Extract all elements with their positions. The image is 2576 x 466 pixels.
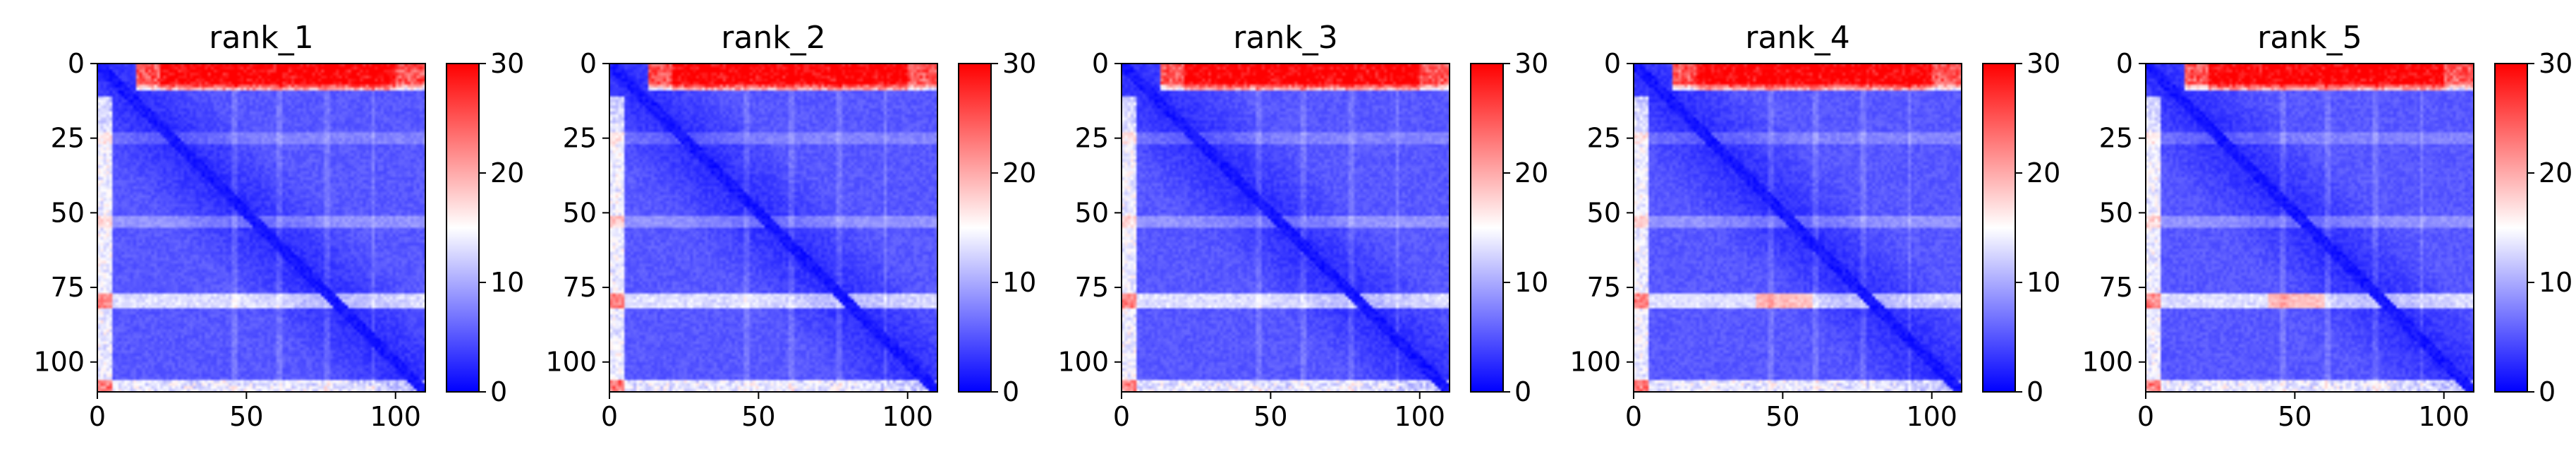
x-tick-label: 100 [882, 401, 933, 432]
colorbar-tick-label: 20 [1002, 157, 1036, 189]
colorbar-tick-label: 0 [2027, 376, 2043, 407]
colorbar-tick-label: 10 [490, 267, 524, 298]
x-tick-label: 0 [1625, 401, 1642, 432]
colorbar-tick-label: 20 [1514, 157, 1548, 189]
colorbar [959, 64, 991, 392]
heatmap-cells [609, 64, 937, 392]
y-tick-label: 0 [68, 48, 85, 79]
colorbar-frame [1470, 63, 1504, 393]
x-tick-label: 50 [1253, 401, 1287, 432]
axes-frame [1121, 63, 1450, 393]
y-tick-label: 0 [580, 48, 597, 79]
colorbar-tick-label: 30 [2027, 48, 2060, 79]
y-tick-label: 75 [51, 272, 85, 303]
colorbar-tick-label: 0 [2539, 376, 2556, 407]
colorbar-tick-label: 10 [2539, 267, 2572, 298]
colorbar-frame [958, 63, 992, 393]
x-tick-label: 100 [370, 401, 421, 432]
x-tick-label: 50 [229, 401, 263, 432]
y-tick-label: 100 [545, 347, 597, 378]
y-tick-label: 25 [1587, 123, 1621, 154]
y-tick-label: 25 [2099, 123, 2133, 154]
heatmap-cells [97, 64, 425, 392]
y-tick-label: 75 [2099, 272, 2133, 303]
colorbar-tick-label: 0 [490, 376, 507, 407]
panel-title: rank_1 [209, 20, 313, 56]
colorbar-tick-label: 10 [2027, 267, 2060, 298]
colorbar-tick-label: 30 [2539, 48, 2572, 79]
colorbar-frame [2494, 63, 2528, 393]
y-tick-label: 0 [1092, 48, 1109, 79]
colorbar-frame [446, 63, 480, 393]
y-tick-label: 100 [1569, 347, 1621, 378]
colorbar-tick-label: 20 [2027, 157, 2060, 189]
colorbar-tick-label: 30 [1514, 48, 1548, 79]
y-tick-label: 100 [33, 347, 85, 378]
y-tick-label: 25 [51, 123, 85, 154]
colorbar-tick-label: 0 [1514, 376, 1531, 407]
y-tick-label: 25 [1075, 123, 1109, 154]
y-tick-label: 50 [1587, 197, 1621, 228]
x-tick-label: 50 [1766, 401, 1799, 432]
panel-title: rank_4 [1745, 20, 1849, 56]
heatmap-cells [1634, 64, 1962, 392]
colorbar [446, 64, 479, 392]
colorbar-tick-label: 30 [490, 48, 524, 79]
y-tick-label: 100 [2082, 347, 2133, 378]
axes-frame [97, 63, 426, 393]
x-tick-label: 50 [2278, 401, 2311, 432]
panel-title: rank_5 [2257, 20, 2362, 56]
colorbar-tick-label: 10 [1002, 267, 1036, 298]
y-tick-label: 50 [1075, 197, 1109, 228]
y-tick-label: 100 [1057, 347, 1109, 378]
panel-title: rank_3 [1233, 20, 1337, 56]
x-tick-label: 0 [2137, 401, 2154, 432]
axes-frame [609, 63, 938, 393]
x-tick-label: 100 [1906, 401, 1957, 432]
axes-frame [1633, 63, 1962, 393]
heatmap-cells [1122, 64, 1450, 392]
x-tick-label: 100 [2418, 401, 2469, 432]
colorbar [1983, 64, 2015, 392]
heatmap-cells [2146, 64, 2474, 392]
y-tick-label: 50 [563, 197, 597, 228]
y-tick-label: 75 [1075, 272, 1109, 303]
x-tick-label: 0 [1113, 401, 1130, 432]
panel-title: rank_2 [721, 20, 825, 56]
y-tick-label: 50 [2099, 197, 2133, 228]
colorbar-tick-label: 20 [490, 157, 524, 189]
colorbar [1471, 64, 1503, 392]
colorbar-frame [1982, 63, 2016, 393]
x-tick-label: 0 [601, 401, 618, 432]
axes-frame [2145, 63, 2474, 393]
y-tick-label: 75 [1587, 272, 1621, 303]
colorbar [2495, 64, 2527, 392]
x-tick-label: 100 [1394, 401, 1445, 432]
y-tick-label: 0 [1604, 48, 1621, 79]
y-tick-label: 25 [563, 123, 597, 154]
y-tick-label: 75 [563, 272, 597, 303]
colorbar-tick-label: 20 [2539, 157, 2572, 189]
colorbar-tick-label: 0 [1002, 376, 1019, 407]
x-tick-label: 50 [741, 401, 775, 432]
colorbar-tick-label: 10 [1514, 267, 1548, 298]
colorbar-tick-label: 30 [1002, 48, 1036, 79]
x-tick-label: 0 [89, 401, 106, 432]
y-tick-label: 50 [51, 197, 85, 228]
y-tick-label: 0 [2116, 48, 2133, 79]
